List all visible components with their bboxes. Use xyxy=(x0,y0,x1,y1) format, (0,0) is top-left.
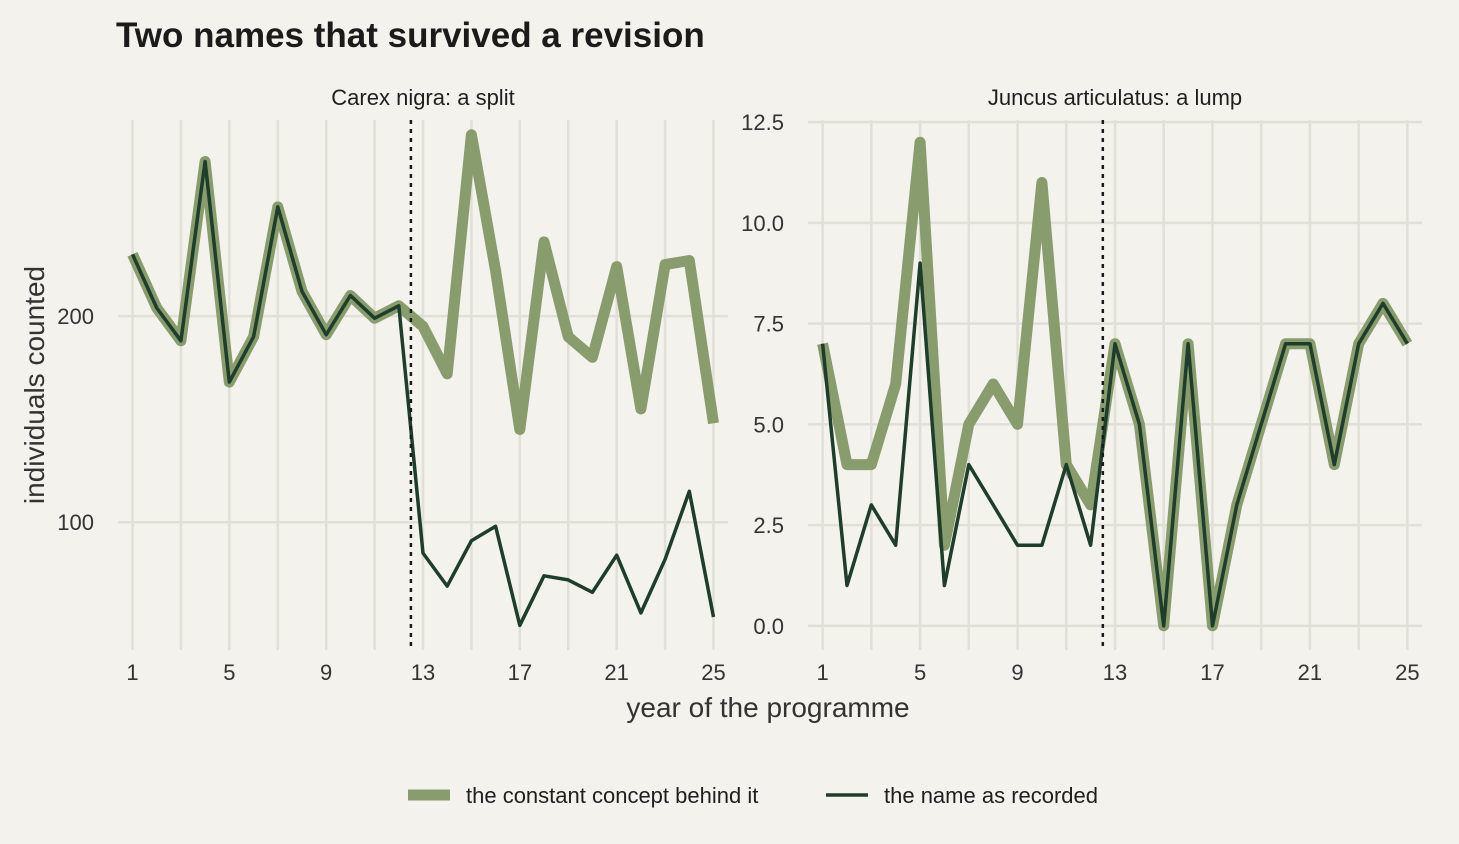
x-tick-label: 13 xyxy=(1103,660,1127,685)
series-line-recorded xyxy=(820,261,1409,628)
y-tick-label: 2.5 xyxy=(753,513,784,538)
x-tick-label: 21 xyxy=(1298,660,1322,685)
x-tick-label: 1 xyxy=(816,660,828,685)
x-tick-label: 9 xyxy=(1011,660,1023,685)
y-tick-label: 200 xyxy=(57,304,94,329)
facet-panels: Carex nigra: a split 1 5 9 13 17 21 25 100 200 Jun… xyxy=(57,85,1422,685)
gridlines xyxy=(808,120,1422,650)
y-tick-label: 0.0 xyxy=(753,614,784,639)
x-tick-label: 5 xyxy=(914,660,926,685)
legend-item-concept: the constant concept behind it xyxy=(408,783,758,808)
y-tick-label: 7.5 xyxy=(753,312,784,337)
legend: the constant concept behind it the name a… xyxy=(408,783,1098,808)
x-tick-label: 13 xyxy=(411,660,435,685)
y-tick-label: 100 xyxy=(57,510,94,535)
y-tick-label: 10.0 xyxy=(741,211,784,236)
x-tick-label: 5 xyxy=(223,660,235,685)
x-tick-label: 21 xyxy=(604,660,628,685)
legend-item-recorded: the name as recorded xyxy=(826,783,1098,808)
facet-panel-2: Juncus articulatus: a lump 1 5 9 13 17 21 25 0.0… xyxy=(741,85,1422,685)
x-tick-label: 1 xyxy=(126,660,138,685)
x-tick-label: 17 xyxy=(1200,660,1224,685)
series-line-recorded xyxy=(130,159,716,628)
x-tick-label: 17 xyxy=(508,660,532,685)
x-axis-title: year of the programme xyxy=(626,692,909,723)
facet-panel-1: Carex nigra: a split 1 5 9 13 17 21 25 100 200 xyxy=(57,85,728,685)
x-tick-label: 25 xyxy=(701,660,725,685)
y-tick-label: 12.5 xyxy=(741,110,784,135)
legend-label-concept: the constant concept behind it xyxy=(466,783,758,808)
legend-label-recorded: the name as recorded xyxy=(884,783,1098,808)
facet-strip-label: Juncus articulatus: a lump xyxy=(988,85,1242,110)
x-tick-label: 9 xyxy=(320,660,332,685)
y-tick-label: 5.0 xyxy=(753,412,784,437)
x-tick-label: 25 xyxy=(1395,660,1419,685)
facet-strip-label: Carex nigra: a split xyxy=(331,85,514,110)
chart-title: Two names that survived a revision xyxy=(116,16,705,55)
y-axis-title: individuals counted xyxy=(19,266,50,504)
